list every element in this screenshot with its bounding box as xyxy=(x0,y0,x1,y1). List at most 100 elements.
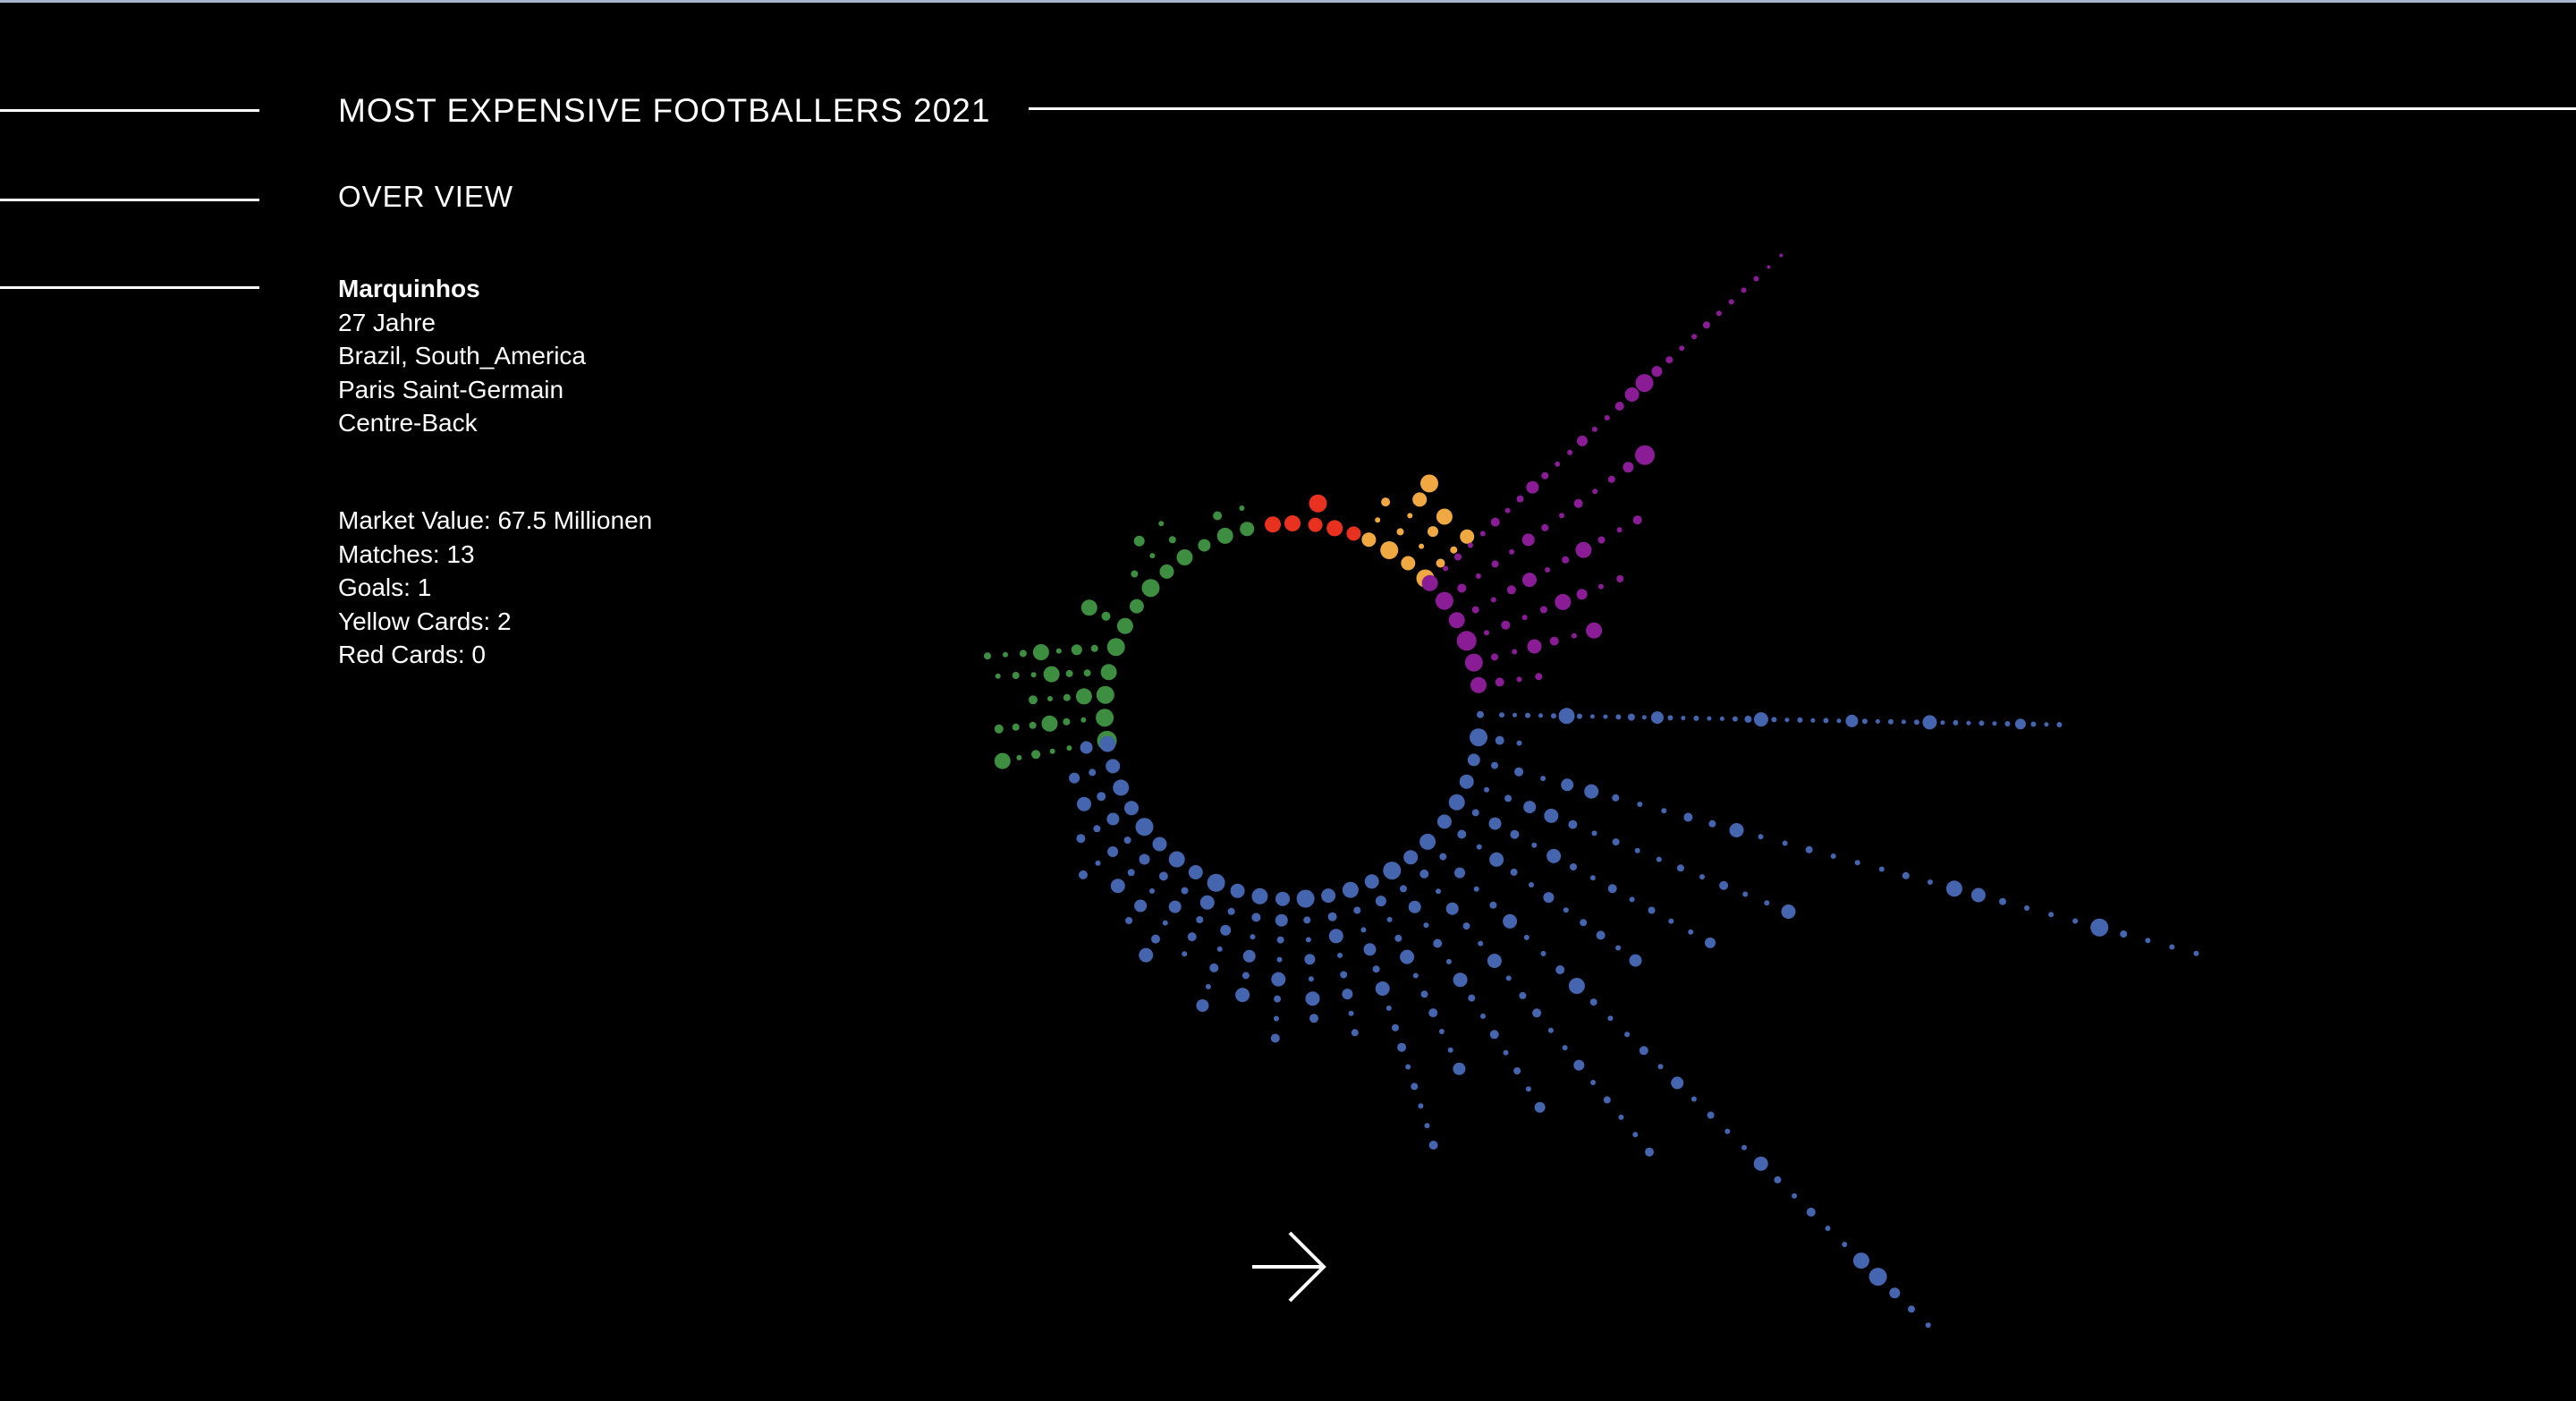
chart-dot[interactable] xyxy=(1031,750,1041,760)
chart-dot[interactable] xyxy=(1106,759,1121,774)
chart-dot[interactable] xyxy=(1454,867,1465,879)
chart-dot[interactable] xyxy=(1539,606,1547,614)
chart-dot[interactable] xyxy=(1490,517,1500,527)
chart-dot[interactable] xyxy=(1110,879,1125,894)
chart-dot[interactable] xyxy=(1555,593,1572,610)
chart-dot[interactable] xyxy=(1512,649,1518,655)
chart-dot[interactable] xyxy=(1080,741,1093,754)
chart-dot[interactable] xyxy=(1096,685,1114,704)
chart-dot[interactable] xyxy=(1168,851,1185,868)
chart-dot[interactable] xyxy=(1462,922,1470,930)
chart-spoke-blue--135[interactable] xyxy=(1110,836,1167,894)
chart-dot[interactable] xyxy=(1546,848,1562,863)
chart-dot[interactable] xyxy=(995,673,1001,679)
chart-spoke-blue--128[interactable] xyxy=(1125,851,1185,925)
chart-dot[interactable] xyxy=(1274,1015,1279,1022)
chart-dot[interactable] xyxy=(1066,745,1072,751)
chart-dot[interactable] xyxy=(1589,714,1595,719)
chart-dot[interactable] xyxy=(1573,498,1583,508)
chart-dot[interactable] xyxy=(1055,648,1062,654)
chart-dot[interactable] xyxy=(1902,871,1910,879)
chart-dot[interactable] xyxy=(1450,546,1458,554)
chart-dot[interactable] xyxy=(1489,852,1504,867)
chart-dot[interactable] xyxy=(1781,904,1796,919)
chart-dot[interactable] xyxy=(1612,794,1620,802)
chart-dot[interactable] xyxy=(1276,956,1283,963)
chart-dot[interactable] xyxy=(1538,713,1543,718)
chart-dot[interactable] xyxy=(1603,714,1608,719)
chart-dot[interactable] xyxy=(1668,918,1674,924)
chart-dot[interactable] xyxy=(1401,556,1416,571)
chart-dot[interactable] xyxy=(1758,834,1764,840)
chart-dot[interactable] xyxy=(1541,523,1549,531)
chart-dot[interactable] xyxy=(2030,721,2037,727)
chart-dot[interactable] xyxy=(1577,435,1588,446)
chart-dot[interactable] xyxy=(1681,716,1686,721)
chart-dot[interactable] xyxy=(1176,549,1193,565)
chart-dot[interactable] xyxy=(1196,999,1209,1012)
chart-dot[interactable] xyxy=(1612,838,1620,846)
chart-dot[interactable] xyxy=(1230,883,1245,898)
chart-dot[interactable] xyxy=(1436,558,1445,568)
chart-dot[interactable] xyxy=(1551,713,1556,719)
chart-dot[interactable] xyxy=(1342,881,1359,898)
chart-dot[interactable] xyxy=(1707,1111,1715,1119)
chart-spoke-green-118[interactable] xyxy=(1198,539,1211,552)
chart-dot[interactable] xyxy=(1149,887,1155,894)
chart-dot[interactable] xyxy=(1134,899,1148,913)
chart-dot[interactable] xyxy=(1945,880,1962,897)
chart-dot[interactable] xyxy=(1716,310,1722,317)
chart-dot[interactable] xyxy=(1586,622,1603,639)
chart-dot[interactable] xyxy=(1076,834,1086,844)
chart-dot[interactable] xyxy=(1106,638,1125,657)
chart-dot[interactable] xyxy=(1702,321,1710,329)
chart-dot[interactable] xyxy=(1607,475,1615,483)
chart-spoke-red-90[interactable] xyxy=(1284,515,1301,531)
chart-dot[interactable] xyxy=(1868,1268,1887,1286)
chart-dot[interactable] xyxy=(1480,1013,1486,1019)
chart-dot[interactable] xyxy=(1506,585,1516,595)
chart-dot[interactable] xyxy=(1708,819,1716,828)
chart-dot[interactable] xyxy=(1445,902,1459,915)
chart-dot[interactable] xyxy=(1614,402,1624,411)
chart-dot[interactable] xyxy=(1043,666,1060,683)
chart-dot[interactable] xyxy=(1742,891,1749,897)
chart-dot[interactable] xyxy=(1083,669,1091,677)
chart-spoke-blue--114[interactable] xyxy=(1182,873,1225,957)
chart-dot[interactable] xyxy=(1199,895,1215,910)
chart-spoke-green-182[interactable] xyxy=(994,709,1114,734)
chart-dot[interactable] xyxy=(1484,786,1489,793)
chart-spoke-green-153[interactable] xyxy=(1080,599,1133,634)
chart-dot[interactable] xyxy=(1504,507,1511,514)
chart-dot[interactable] xyxy=(1767,265,1771,269)
chart-dot[interactable] xyxy=(1607,884,1617,894)
chart-dot[interactable] xyxy=(1604,415,1610,420)
chart-dot[interactable] xyxy=(1784,717,1790,723)
chart-spoke-green-189[interactable] xyxy=(994,730,1117,769)
chart-dot[interactable] xyxy=(1361,532,1377,548)
chart-dot[interactable] xyxy=(1516,676,1522,683)
chart-dot[interactable] xyxy=(1992,721,1997,726)
chart-spoke-green-146[interactable] xyxy=(1129,599,1144,614)
chart-dot[interactable] xyxy=(1360,927,1367,933)
chart-dot[interactable] xyxy=(1428,1008,1438,1018)
chart-dot[interactable] xyxy=(1478,940,1484,947)
chart-dot[interactable] xyxy=(1495,735,1504,745)
chart-dot[interactable] xyxy=(1096,709,1114,727)
chart-dot[interactable] xyxy=(1079,870,1088,879)
chart-spoke-red-71[interactable] xyxy=(1346,526,1361,541)
chart-dot[interactable] xyxy=(1887,718,1894,725)
chart-dot[interactable] xyxy=(1510,829,1520,839)
chart-dot[interactable] xyxy=(1016,754,1022,760)
chart-dot[interactable] xyxy=(1527,639,1542,654)
chart-dot[interactable] xyxy=(1158,871,1168,881)
chart-spoke-blue--58[interactable] xyxy=(1383,862,1546,1113)
chart-dot[interactable] xyxy=(1305,991,1320,1006)
chart-dot[interactable] xyxy=(1029,721,1037,729)
chart-dot[interactable] xyxy=(1428,526,1438,538)
chart-dot[interactable] xyxy=(1363,943,1377,956)
chart-dot[interactable] xyxy=(2056,722,2063,727)
chart-dot[interactable] xyxy=(1071,644,1082,656)
chart-dot[interactable] xyxy=(1615,945,1622,951)
chart-dot[interactable] xyxy=(1337,952,1343,958)
